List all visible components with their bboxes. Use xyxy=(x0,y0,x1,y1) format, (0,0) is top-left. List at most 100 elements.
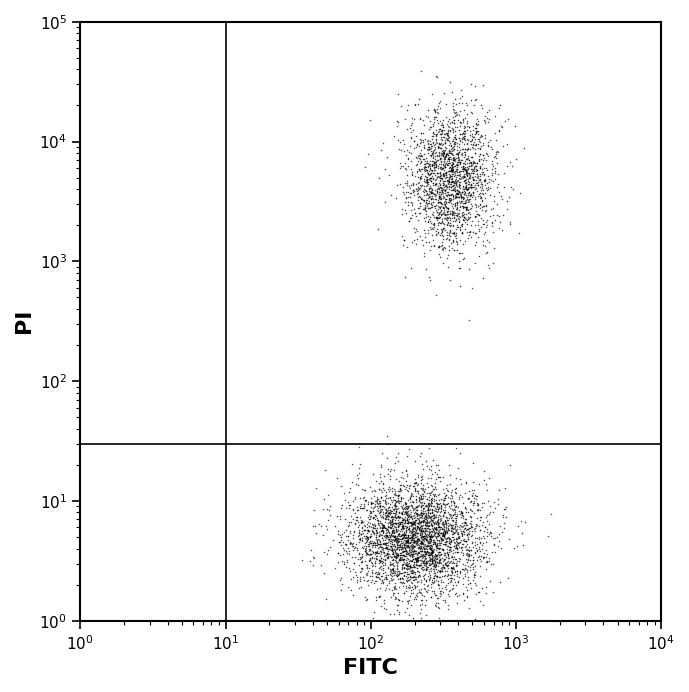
Point xyxy=(409,522,420,534)
Point xyxy=(388,527,399,538)
Point xyxy=(373,527,384,538)
Point xyxy=(383,509,394,520)
Point xyxy=(412,534,423,545)
Point xyxy=(466,521,477,532)
Point xyxy=(455,448,466,459)
Point xyxy=(391,501,402,512)
Point xyxy=(438,524,449,535)
Point xyxy=(442,536,453,547)
Point xyxy=(367,505,378,516)
Point xyxy=(395,548,406,559)
Point xyxy=(462,138,473,149)
Point xyxy=(471,164,482,175)
Point xyxy=(516,515,527,526)
Point xyxy=(488,258,499,269)
Point xyxy=(428,561,439,572)
Point xyxy=(356,522,367,533)
Point xyxy=(458,525,469,536)
Point xyxy=(394,495,405,507)
Point xyxy=(427,534,438,545)
Point xyxy=(413,478,424,489)
Point xyxy=(416,544,427,555)
Point xyxy=(444,171,455,182)
Point xyxy=(449,125,460,136)
Point xyxy=(443,540,454,552)
Point xyxy=(425,549,436,560)
Point xyxy=(402,518,413,529)
Point xyxy=(382,543,393,554)
Point xyxy=(475,168,486,179)
Point xyxy=(421,561,432,572)
Point xyxy=(397,239,408,251)
Point xyxy=(433,583,444,594)
Point xyxy=(435,558,446,569)
Point xyxy=(441,534,452,545)
Point xyxy=(368,520,379,531)
Point xyxy=(376,526,387,537)
Point xyxy=(477,201,489,212)
Point xyxy=(434,171,445,182)
Point xyxy=(412,177,423,188)
Point xyxy=(435,174,446,185)
Point xyxy=(473,172,484,183)
Point xyxy=(447,515,458,526)
Point xyxy=(435,572,446,583)
Point xyxy=(415,511,426,522)
Point xyxy=(445,160,456,171)
Point xyxy=(376,491,387,502)
Point xyxy=(374,536,385,547)
Point xyxy=(446,162,457,173)
Point xyxy=(427,172,438,183)
Point xyxy=(449,215,460,226)
Point xyxy=(466,545,477,556)
Point xyxy=(399,517,410,528)
Point xyxy=(435,471,446,482)
Point xyxy=(460,163,471,174)
Point xyxy=(396,517,407,528)
Point xyxy=(395,576,407,588)
Point xyxy=(369,495,380,507)
Point xyxy=(393,542,404,553)
Point xyxy=(405,516,416,527)
Point xyxy=(415,538,426,549)
Point xyxy=(450,516,461,527)
Point xyxy=(462,219,473,230)
Point xyxy=(477,552,489,563)
Point xyxy=(504,217,515,228)
Point xyxy=(418,482,429,493)
Point xyxy=(382,152,393,163)
Point xyxy=(398,533,409,544)
Point xyxy=(429,565,440,576)
Point xyxy=(486,142,497,153)
Point xyxy=(385,540,396,552)
Point xyxy=(418,248,429,259)
Point xyxy=(439,487,450,498)
Point xyxy=(420,153,431,164)
Point xyxy=(402,177,413,188)
Point xyxy=(464,136,475,147)
Point xyxy=(438,203,449,214)
Point xyxy=(433,522,444,533)
Point xyxy=(389,524,400,535)
Point xyxy=(413,183,424,194)
Point xyxy=(434,554,445,565)
Point xyxy=(440,213,451,224)
Point xyxy=(378,482,389,493)
Point xyxy=(378,507,389,518)
Point xyxy=(457,210,469,221)
Point xyxy=(435,554,446,565)
Point xyxy=(376,529,387,540)
Point xyxy=(429,170,440,181)
Point xyxy=(403,581,414,592)
Point xyxy=(463,485,474,496)
Point xyxy=(460,149,471,161)
Point xyxy=(391,557,402,568)
Point xyxy=(466,192,477,203)
Point xyxy=(438,183,449,194)
Point xyxy=(407,489,418,500)
Point xyxy=(429,189,440,200)
Point xyxy=(493,210,504,221)
Point xyxy=(406,600,417,611)
Point xyxy=(422,176,433,188)
Point xyxy=(406,518,417,529)
